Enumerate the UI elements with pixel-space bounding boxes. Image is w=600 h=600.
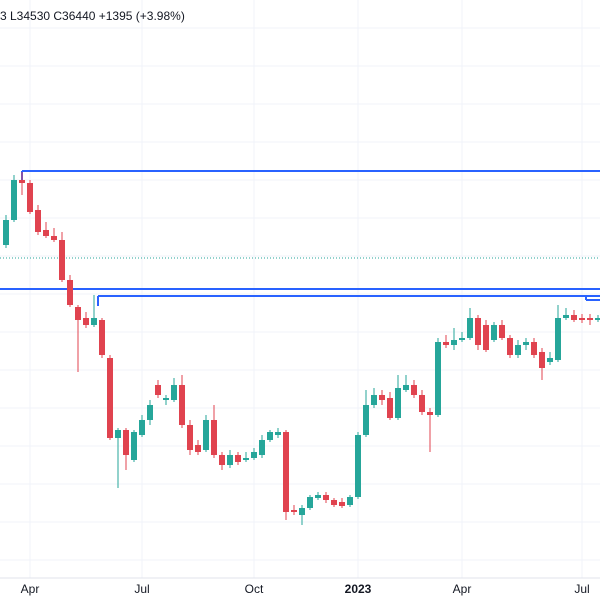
candle-body: [299, 508, 305, 515]
candle-body: [587, 318, 593, 320]
candle-body: [91, 318, 97, 325]
candle-body: [315, 495, 321, 498]
candle-body: [427, 412, 433, 415]
x-tick-label: Apr: [453, 582, 472, 596]
candle-body: [243, 458, 249, 460]
candle-body: [339, 502, 345, 506]
candle-body: [203, 420, 209, 450]
x-tick-label: Oct: [245, 582, 264, 596]
ohlc-header: 3 L34530 C36440 +1395 (+3.98%): [0, 9, 185, 23]
candle-body: [323, 495, 329, 500]
candle-body: [307, 497, 313, 508]
candle-body: [115, 430, 121, 438]
candle-body: [523, 342, 529, 345]
candle-body: [51, 236, 57, 240]
candle-body: [83, 318, 89, 325]
candle-body: [539, 352, 545, 368]
candle-body: [347, 497, 353, 505]
x-tick-label: 2023: [345, 582, 372, 596]
candle-body: [123, 430, 129, 455]
candle-body: [3, 220, 9, 245]
x-tick-label: Jul: [134, 582, 149, 596]
candle-body: [435, 342, 441, 415]
candle-body: [155, 385, 161, 395]
candle-body: [99, 320, 105, 355]
candle-body: [171, 385, 177, 400]
candle-body: [387, 398, 393, 418]
candle-body: [419, 395, 425, 412]
candle-body: [59, 240, 65, 280]
candle-body: [355, 435, 361, 497]
candle-body: [107, 358, 113, 438]
candle-body: [19, 180, 25, 183]
candle-body: [283, 432, 289, 512]
candle-body: [163, 398, 169, 400]
candle-body: [555, 318, 561, 360]
candle-body: [219, 455, 225, 465]
candle-body: [139, 420, 145, 435]
candle-body: [483, 325, 489, 350]
candle-body: [331, 500, 337, 505]
x-tick-label: Jul: [574, 582, 589, 596]
candle-body: [131, 432, 137, 460]
candle-body: [195, 445, 201, 452]
candle-body: [459, 338, 465, 340]
candle-body: [75, 307, 81, 320]
candle-body: [411, 385, 417, 395]
candle-body: [571, 315, 577, 320]
candles: [3, 172, 600, 525]
candle-body: [67, 280, 73, 305]
candle-body: [403, 385, 409, 390]
candle-body: [291, 510, 297, 512]
candle-body: [235, 455, 241, 462]
candle-body: [531, 342, 537, 355]
candle-body: [35, 210, 41, 232]
candle-body: [499, 325, 505, 338]
candle-body: [371, 395, 377, 405]
candle-body: [595, 318, 600, 320]
candle-body: [507, 338, 513, 355]
candle-body: [467, 318, 473, 338]
candle-body: [563, 315, 569, 318]
candle-body: [267, 432, 273, 440]
x-tick-label: Apr: [21, 582, 40, 596]
candle-body: [275, 432, 281, 435]
candle-body: [187, 425, 193, 450]
levels: [0, 170, 600, 306]
candle-body: [147, 405, 153, 420]
candle-body: [395, 388, 401, 418]
candle-body: [251, 452, 257, 458]
candle-body: [379, 395, 385, 400]
candle-body: [11, 180, 17, 220]
candle-body: [43, 230, 49, 236]
candle-body: [211, 420, 217, 455]
candle-body: [179, 385, 185, 425]
candle-body: [227, 455, 233, 465]
candle-body: [259, 440, 265, 455]
candle-body: [515, 345, 521, 355]
candle-body: [451, 340, 457, 345]
candle-body: [547, 358, 553, 362]
candle-body: [363, 405, 369, 435]
candle-body: [491, 325, 497, 340]
candle-body: [579, 318, 585, 320]
candle-body: [27, 183, 33, 212]
candle-body: [443, 342, 449, 345]
candle-body: [475, 318, 481, 345]
